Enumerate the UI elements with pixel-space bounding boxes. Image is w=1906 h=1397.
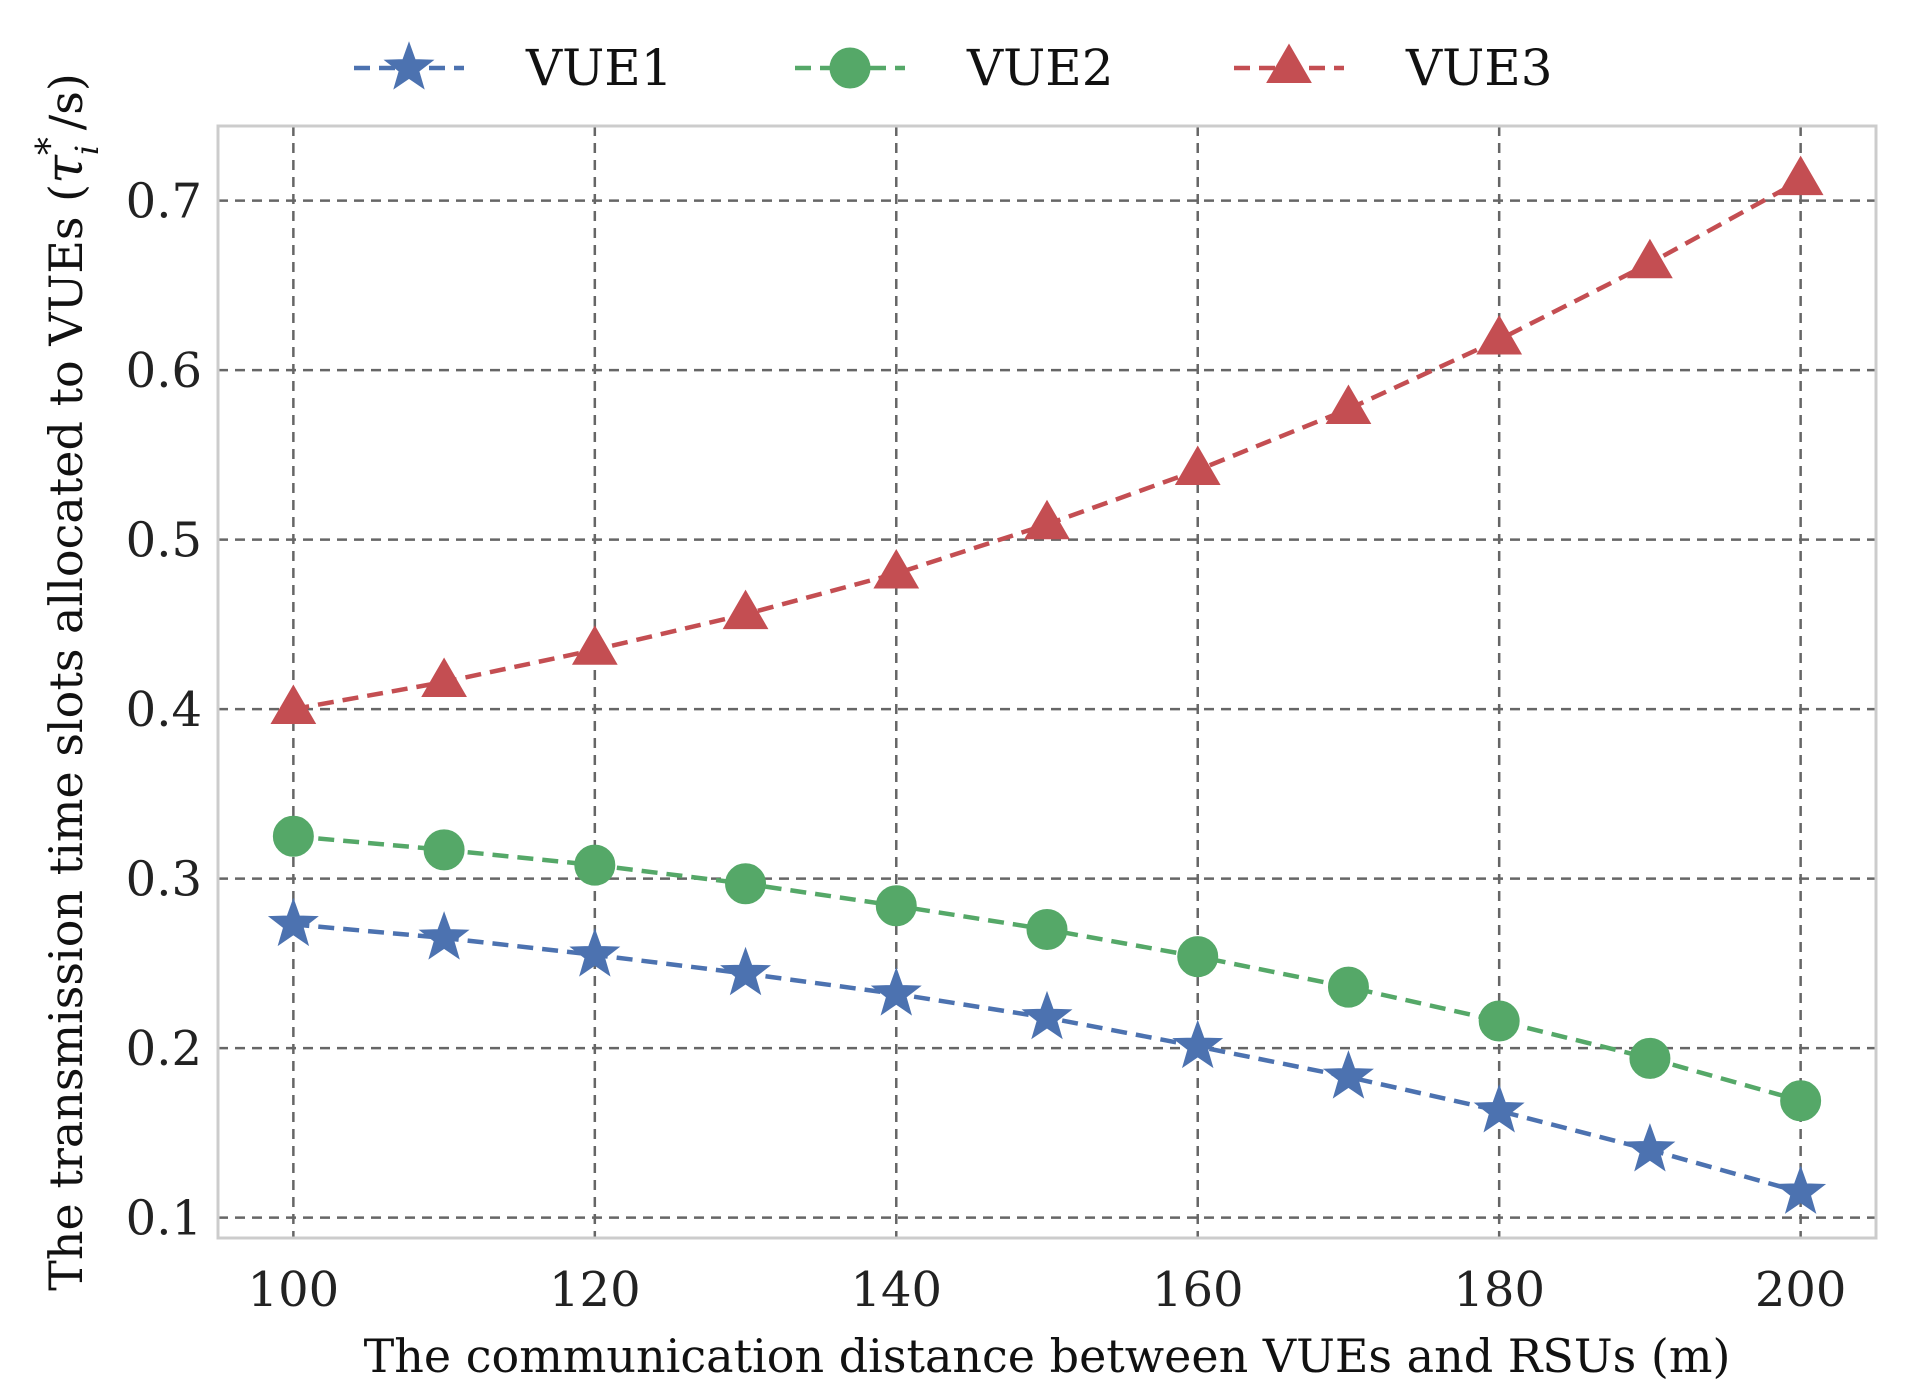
y-axis-title-tail: /s) [39,73,93,145]
x-tick-label: 160 [1152,1262,1244,1318]
y-tick-label: 0.1 [126,1191,202,1247]
legend-label-vue1: VUE1 [525,39,673,97]
data-point-vue2 [1327,966,1369,1008]
data-point-vue3 [1476,315,1523,355]
data-point-vue3 [270,684,317,725]
data-point-vue1 [1021,990,1073,1040]
data-point-vue1 [569,928,621,977]
legend-marker-vue3 [1266,43,1312,83]
y-axis-title-subscript: i [68,145,106,155]
data-point-vue2 [423,829,465,871]
legend-label-vue3: VUE3 [1405,39,1553,97]
data-point-vue1 [1624,1123,1676,1172]
data-point-vue2 [574,844,616,886]
y-tick-label: 0.2 [126,1021,202,1077]
data-point-vue3 [722,589,769,630]
data-point-vue1 [1322,1050,1374,1099]
x-tick-label: 200 [1755,1262,1847,1318]
y-tick-label: 0.6 [126,343,202,399]
series-vue1 [267,897,1827,1214]
legend-item-vue3: VUE3 [1234,39,1553,97]
data-point-vue3 [1024,499,1070,540]
data-point-vue1 [1172,1019,1224,1069]
y-axis-title-symbol: τ [35,154,95,184]
data-point-vue1 [1473,1084,1525,1133]
y-axis-title-main: The transmission time slots allocated to… [39,184,93,1291]
series-layer [267,155,1827,1214]
data-point-vue2 [875,885,917,927]
data-point-vue1 [267,897,319,947]
series-vue3 [270,155,1824,725]
data-point-vue2 [1478,1000,1520,1042]
legend: VUE1 VUE2 VUE3 [354,39,1553,97]
data-point-vue2 [1026,908,1068,950]
data-point-vue3 [421,657,467,697]
data-point-vue3 [1627,238,1673,279]
x-axis-title: The communication distance between VUEs … [364,1329,1731,1383]
data-point-vue3 [1325,384,1372,425]
plot-frame [216,124,1878,1240]
legend-marker-vue2 [829,47,871,89]
y-tick-label: 0.4 [126,682,202,738]
y-axis-title: The transmission time slots allocated to… [30,73,106,1291]
legend-label-vue2: VUE2 [966,39,1114,97]
data-point-vue1 [418,911,470,960]
data-point-vue3 [571,625,618,665]
data-point-vue3 [873,548,920,589]
legend-item-vue1: VUE1 [354,39,673,97]
y-tick-label: 0.7 [126,174,202,230]
legend-marker-vue1 [383,41,435,90]
data-point-vue1 [1775,1165,1827,1214]
data-point-vue2 [1177,936,1219,978]
data-point-vue1 [720,946,772,996]
y-axis-title-superscript: * [30,137,71,155]
data-point-vue2 [725,863,767,905]
data-point-vue1 [870,967,922,1016]
series-vue2 [272,815,1822,1122]
legend-item-vue2: VUE2 [795,39,1114,97]
x-tick-label: 100 [248,1262,340,1318]
data-point-vue2 [272,815,314,857]
x-tick-label: 140 [850,1262,942,1318]
y-tick-label: 0.3 [126,852,202,908]
y-tick-label: 0.5 [126,513,202,569]
x-tick-label: 120 [549,1262,641,1318]
data-point-vue3 [1777,155,1824,196]
x-tick-label: 180 [1453,1262,1545,1318]
data-point-vue2 [1780,1080,1822,1122]
data-point-vue2 [1629,1037,1671,1079]
tick-labels: 100 120 140 160 180 200 0.1 0.2 0.3 0.4 0.5 0.6 0.7 [126,174,1847,1318]
data-point-vue3 [1174,445,1221,486]
